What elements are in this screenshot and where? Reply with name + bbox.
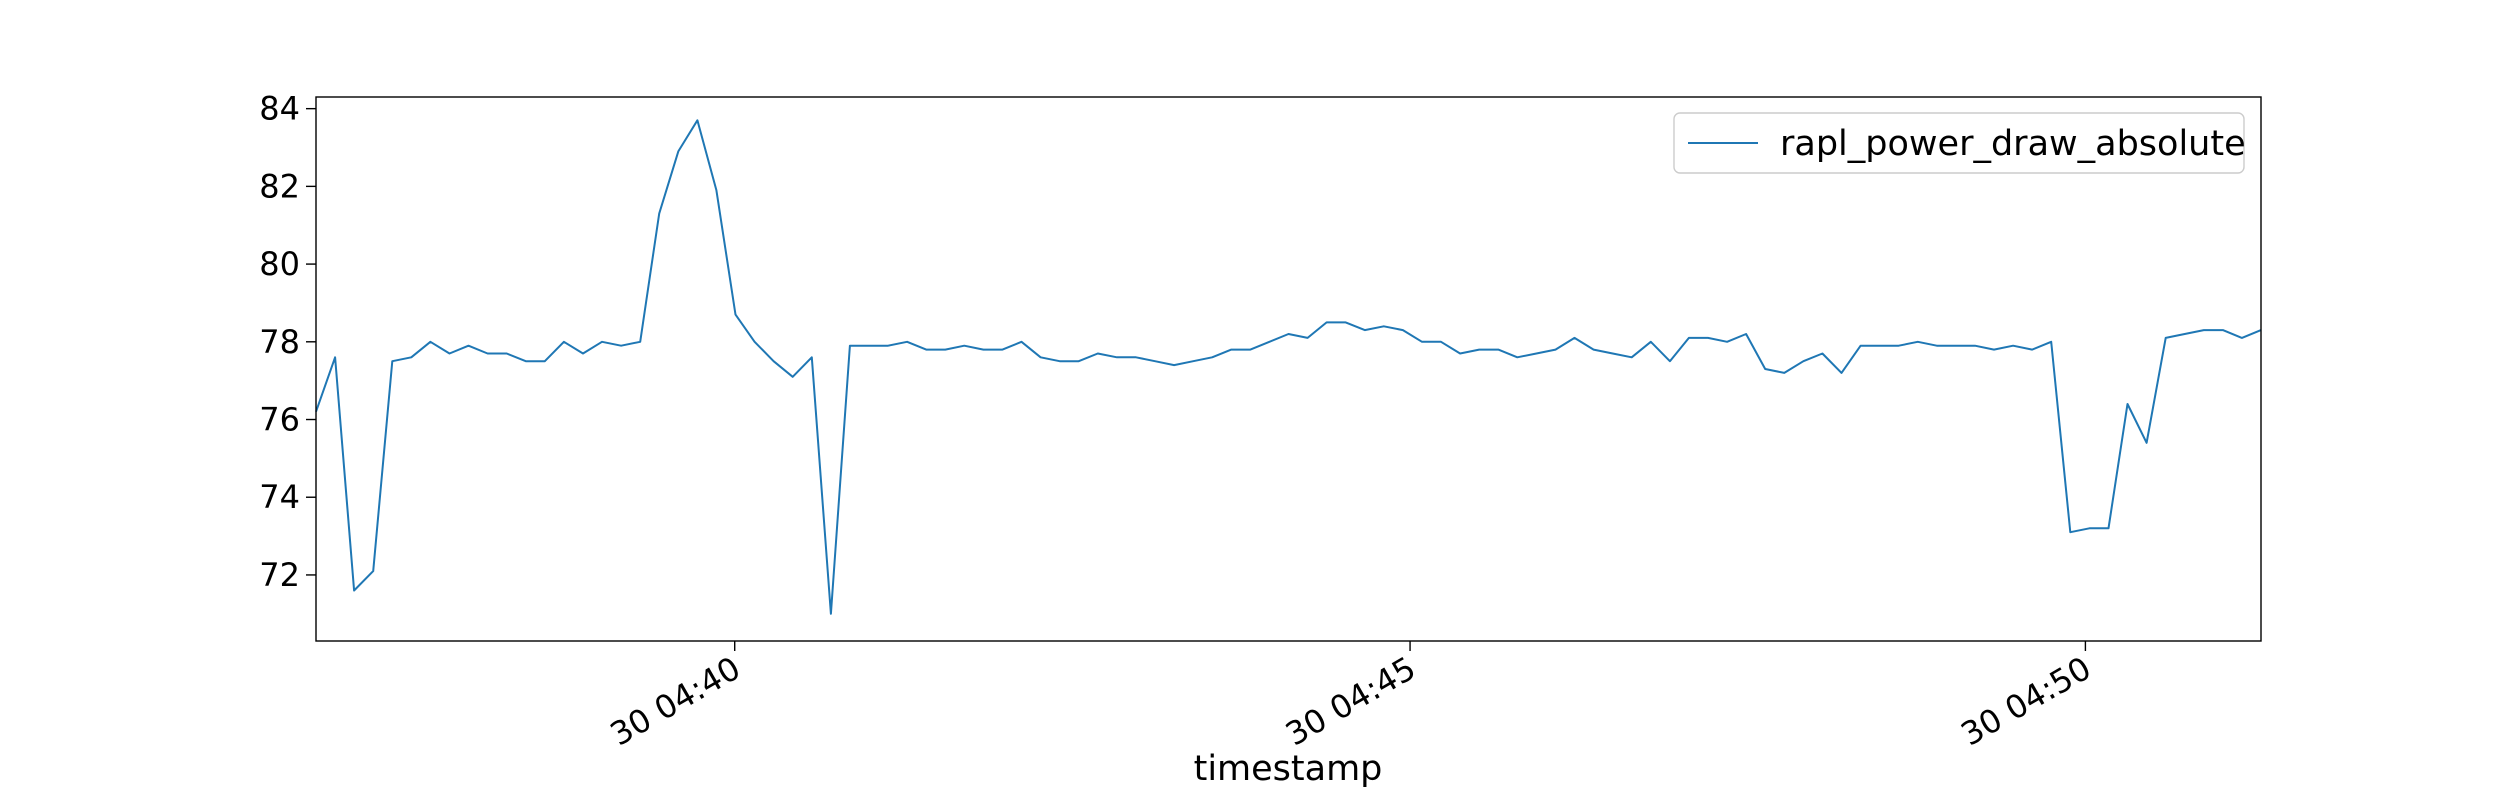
x-tick-label: 30 04:50 [1954, 649, 2097, 753]
legend-box [1673, 112, 2245, 174]
y-tick-label: 78 [259, 323, 300, 361]
x-tick-label: 30 04:40 [604, 649, 747, 753]
plot-frame [315, 96, 2262, 642]
x-axis: 30 04:40 30 04:45 30 04:50 [604, 641, 2097, 753]
legend: rapl_power_draw_absolute [1673, 112, 2246, 174]
series-layer [315, 119, 2262, 615]
series-line-rapl_power_draw_absolute [315, 119, 2262, 615]
x-axis-label: timestamp [1194, 749, 1383, 789]
y-tick-label: 82 [259, 167, 300, 205]
y-tick-label: 76 [259, 401, 300, 439]
legend-label: rapl_power_draw_absolute [1780, 124, 2246, 164]
y-tick-label: 72 [259, 556, 300, 594]
plot-background [316, 97, 2261, 641]
y-tick-label: 84 [259, 90, 300, 128]
x-tick-label: 30 04:45 [1279, 649, 1422, 753]
y-tick-label: 74 [259, 478, 300, 516]
y-axis: 72 74 76 78 80 82 84 [259, 90, 316, 594]
y-tick-label: 80 [259, 245, 300, 283]
